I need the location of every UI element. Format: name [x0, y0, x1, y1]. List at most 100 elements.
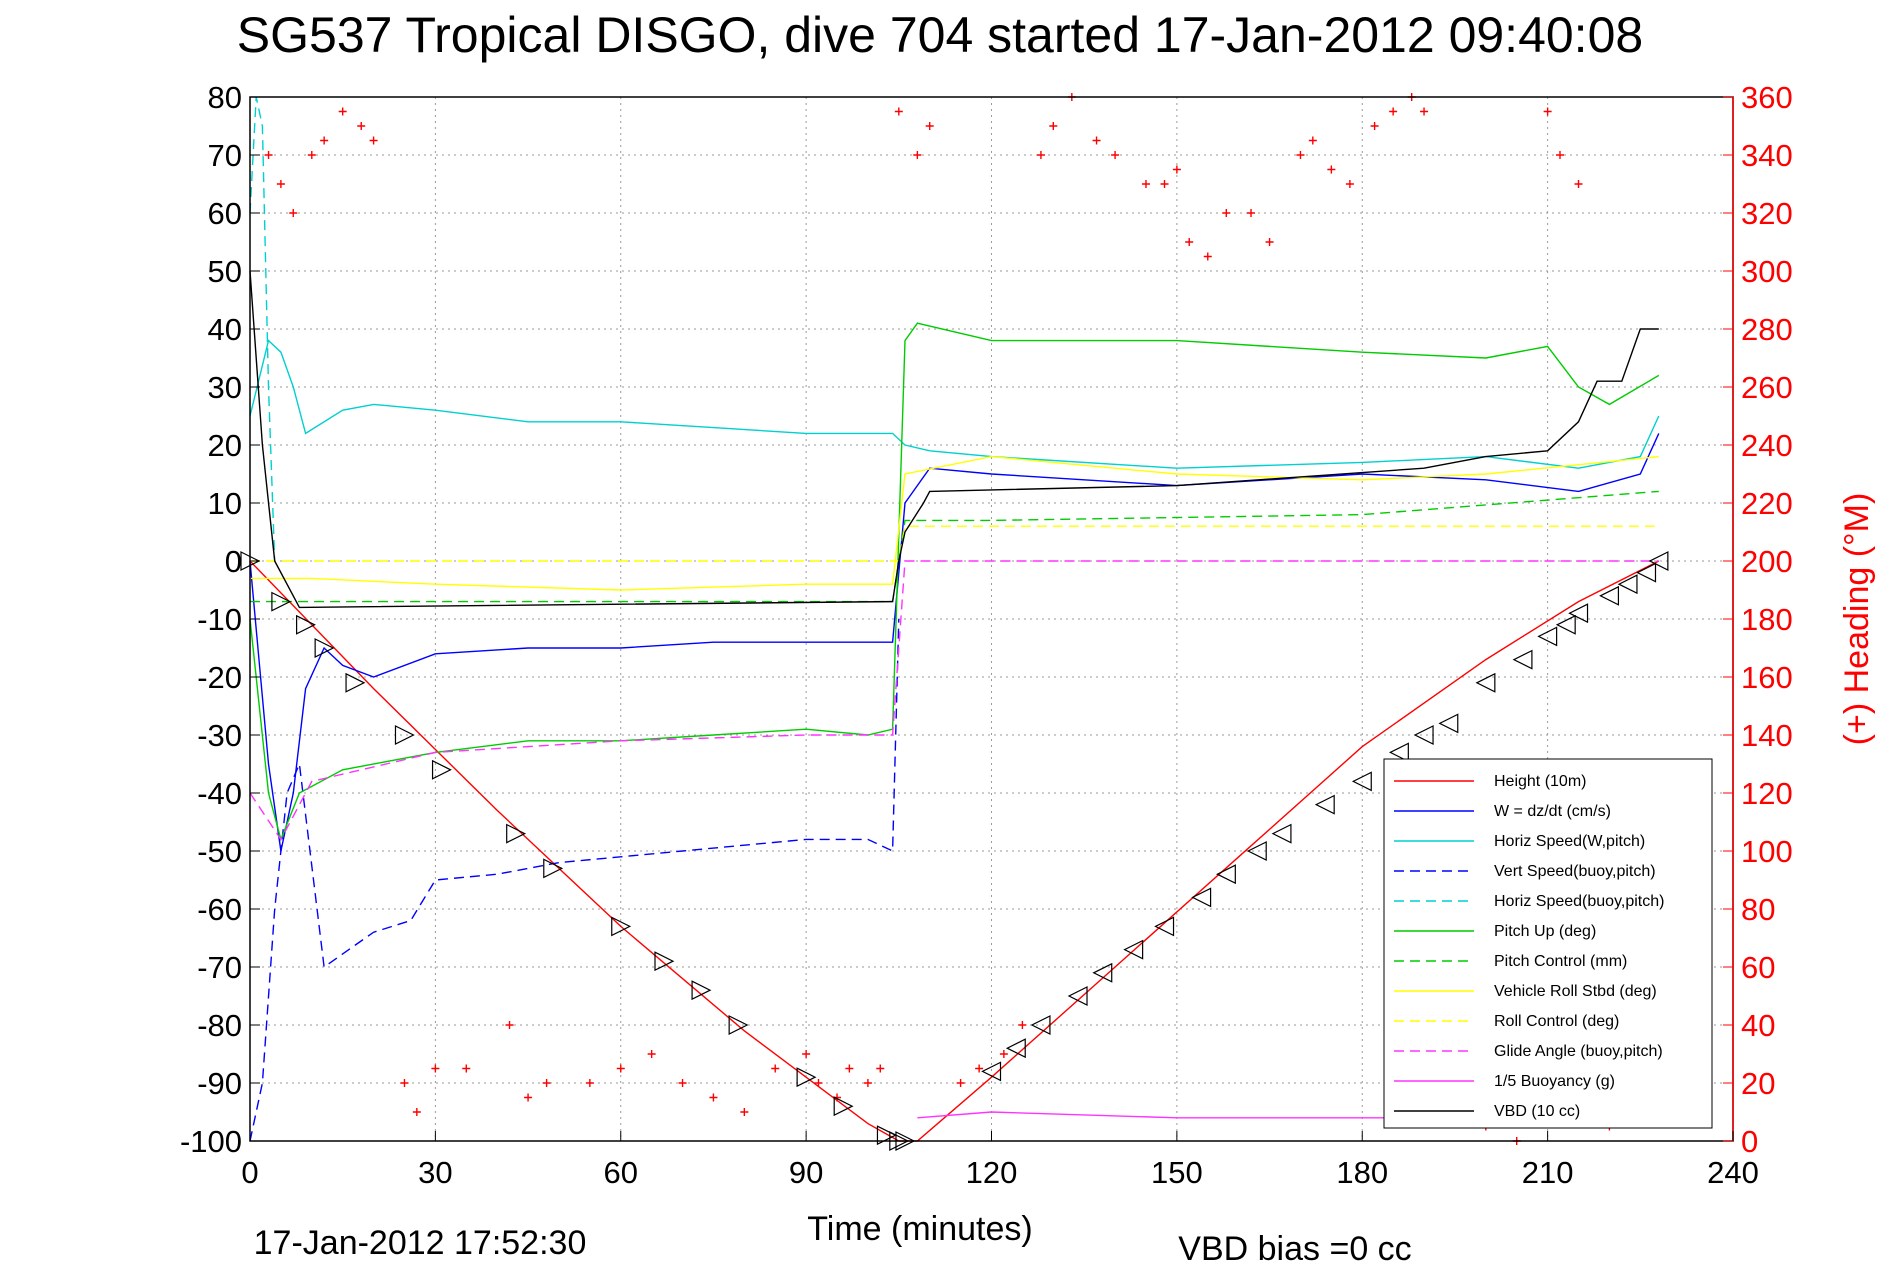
- ascent-marker: [1648, 551, 1669, 571]
- tick-label-right: 120: [1741, 776, 1793, 811]
- series-vehicle-roll-stbd-deg: [250, 455, 1659, 591]
- heading-point: [431, 1064, 440, 1073]
- series-glide-angle-buoy-pitch: [249, 560, 1659, 841]
- ascent-marker: [1092, 962, 1113, 983]
- legend-entry: VBD (10 cc): [1494, 1103, 1580, 1120]
- descent-marker: [691, 980, 712, 1001]
- legend-entry: Horiz Speed(buoy,pitch): [1494, 893, 1664, 910]
- heading-point: [876, 1064, 885, 1073]
- grid-lines: [249, 96, 1734, 1142]
- series-horiz-speed-w-pitch: [249, 339, 1660, 469]
- series-horiz-speed-buoy-pitch: [249, 96, 276, 562]
- heading-point: [647, 1050, 656, 1058]
- heading-point: [802, 1050, 811, 1058]
- tick-label-left: 10: [208, 486, 242, 521]
- ascent-marker: [1271, 823, 1292, 844]
- ascent-marker: [1599, 585, 1620, 606]
- tick-label-left: -30: [197, 718, 242, 753]
- heading-point: [1018, 1021, 1027, 1029]
- ascent-marker: [1438, 713, 1459, 734]
- ascent-marker: [1246, 841, 1267, 861]
- descent-marker: [345, 672, 366, 693]
- tick-label-right: 300: [1741, 254, 1793, 289]
- heading-point: [1265, 238, 1274, 246]
- heading-point: [462, 1064, 471, 1073]
- heading-point: [863, 1079, 872, 1087]
- heading-point: [1345, 180, 1354, 188]
- descent-marker: [543, 858, 564, 879]
- tick-label-left: -20: [197, 660, 242, 695]
- tick-label-right: 140: [1741, 718, 1793, 753]
- heading-point: [1049, 122, 1058, 130]
- tick-label-left: 50: [208, 254, 242, 289]
- heading-point: [264, 151, 273, 159]
- tick-label-right: 260: [1741, 370, 1793, 405]
- heading-point: [369, 136, 378, 145]
- tick-label-left: 40: [208, 312, 242, 347]
- tick-label-x: 30: [418, 1155, 452, 1190]
- heading-point: [289, 209, 298, 217]
- tick-label-left: -90: [197, 1066, 242, 1101]
- tick-label-right: 320: [1741, 196, 1793, 231]
- series-vert-speed-buoy-pitch: [249, 618, 900, 1142]
- legend: Height (10m) W = dz/dt (cm/s) Horiz Speed(…: [1383, 758, 1713, 1129]
- tick-label-left: -80: [197, 1008, 242, 1043]
- ascent-marker: [1030, 1015, 1051, 1035]
- timestamp-footer: 17-Jan-2012 17:52:30: [254, 1224, 587, 1262]
- descent-marker: [796, 1067, 817, 1088]
- tick-label-right: 200: [1741, 544, 1793, 579]
- heading-point: [1185, 238, 1194, 246]
- descent-marker: [728, 1015, 749, 1035]
- tick-label-left: -100: [180, 1124, 242, 1159]
- tick-label-right: 60: [1741, 950, 1775, 985]
- tick-label-left: -60: [197, 892, 242, 927]
- legend-box: [1383, 758, 1713, 1129]
- legend-entry: Vehicle Roll Stbd (deg): [1494, 983, 1657, 1000]
- heading-point: [1092, 136, 1101, 145]
- heading-point: [524, 1093, 533, 1102]
- heading-point: [320, 136, 329, 145]
- series-w-dz-dt-cm-s: [249, 433, 1660, 852]
- tick-label-right: 220: [1741, 486, 1793, 521]
- tick-label-x: 240: [1707, 1155, 1759, 1190]
- tick-label-left: -10: [197, 602, 242, 637]
- tick-label-left: 70: [208, 138, 242, 173]
- ascent-marker: [1351, 771, 1372, 792]
- ascent-marker: [1475, 672, 1496, 693]
- chart-title: SG537 Tropical DISGO, dive 704 started 1…: [237, 7, 1643, 63]
- heading-point: [1370, 122, 1379, 130]
- series-roll-control-deg: [250, 525, 1659, 562]
- tick-label-right: 360: [1741, 80, 1793, 115]
- tick-label-right: 100: [1741, 834, 1793, 869]
- tick-label-x: 0: [241, 1155, 258, 1190]
- right-axis: 3603403203002802602402202001801601401201…: [1723, 80, 1793, 1159]
- heading-point: [505, 1021, 514, 1029]
- heading-point: [1247, 209, 1256, 217]
- heading-point: [1172, 165, 1181, 174]
- descent-marker: [833, 1096, 854, 1117]
- ascent-marker: [1191, 887, 1212, 908]
- descent-marker: [394, 725, 415, 745]
- x-axis: 0 30 60 90 120 150 180 210 240: [241, 1131, 1759, 1190]
- heading-point: [1160, 180, 1169, 188]
- series-1-5-buoyancy-g: [917, 1111, 1394, 1119]
- legend-entry: Pitch Up (deg): [1494, 923, 1596, 940]
- heading-point: [412, 1108, 421, 1116]
- tick-label-left: 20: [208, 428, 242, 463]
- heading-point: [1574, 180, 1583, 188]
- tick-label-right: 240: [1741, 428, 1793, 463]
- heading-point: [771, 1064, 780, 1073]
- series-pitch-control-mm: [250, 490, 1659, 603]
- tick-label-x: 120: [966, 1155, 1018, 1190]
- right-axis-label: (+) Heading (°M): [1838, 493, 1876, 746]
- ascent-marker: [1388, 742, 1409, 763]
- legend-entry: 1/5 Buoyancy (g): [1494, 1073, 1615, 1090]
- vbd-bias-footer: VBD bias =0 cc: [1178, 1230, 1411, 1262]
- tick-label-x: 60: [604, 1155, 638, 1190]
- ascent-marker: [1067, 986, 1088, 1006]
- heading-point: [1036, 151, 1045, 159]
- heading-point: [894, 107, 903, 116]
- tick-label-right: 180: [1741, 602, 1793, 637]
- heading-point: [1308, 136, 1317, 145]
- descent-marker: [271, 591, 292, 612]
